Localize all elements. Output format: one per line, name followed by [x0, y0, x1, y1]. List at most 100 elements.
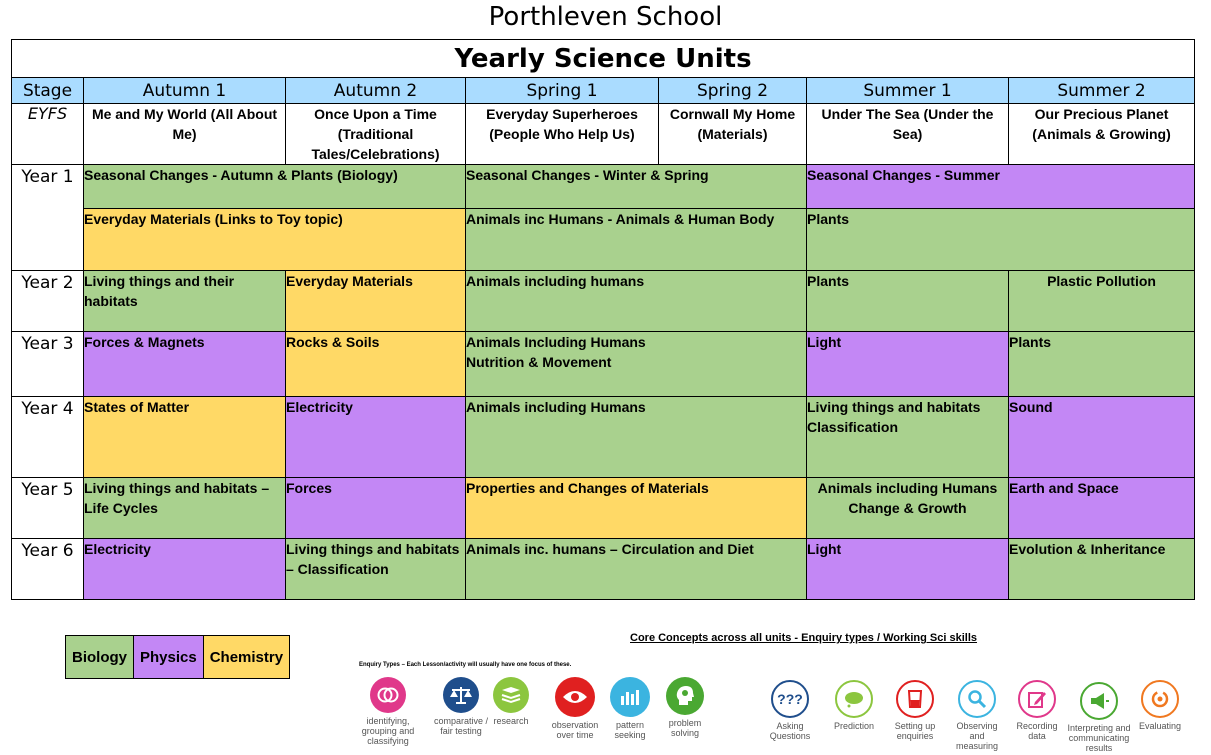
year1-autumn-unit-1: Seasonal Changes - Autumn & Plants (Biol… — [83, 164, 466, 209]
year1-row-1: Year 1 Seasonal Changes - Autumn & Plant… — [11, 164, 1196, 271]
stage-year-3: Year 3 — [11, 331, 84, 397]
year6-spring: Animals inc. humans – Circulation and Di… — [465, 538, 807, 600]
year1-summer-unit-2: Plants — [805, 208, 1196, 271]
enquiry-identifying: identifying, grouping and classifying — [358, 677, 418, 746]
year2-summer-1: Plants — [806, 270, 1009, 332]
head-cog-icon — [666, 677, 704, 715]
header-spring-2: Spring 2 — [658, 77, 807, 104]
year1-summer-unit-1: Seasonal Changes - Summer — [805, 164, 1196, 209]
year4-summer-1: Living things and habitats Classificatio… — [806, 396, 1009, 478]
pencil-icon — [1018, 680, 1056, 718]
eyfs-summer-1: Under The Sea (Under the Sea) — [806, 103, 1009, 165]
eyfs-row: EYFS Me and My World (All About Me) Once… — [11, 103, 1196, 165]
eyfs-autumn-2: Once Upon a Time (Traditional Tales/Cele… — [285, 103, 466, 165]
year2-summer-2: Plastic Pollution — [1007, 270, 1196, 332]
year5-autumn-1: Living things and habitats – Life Cycles — [83, 477, 286, 539]
skill-label: Asking Questions — [769, 721, 811, 741]
skill-observing-measuring: Observing and measuring — [952, 680, 1002, 751]
enquiry-problem-solving: problem solving — [662, 677, 708, 738]
year4-row: Year 4 States of Matter Electricity Anim… — [11, 396, 1196, 478]
yearly-science-units-table: Yearly Science Units Stage Autumn 1 Autu… — [10, 39, 1196, 600]
year5-summer-2: Earth and Space — [1007, 477, 1196, 539]
bar-chart-icon — [610, 677, 650, 717]
year5-autumn-2: Forces — [285, 477, 466, 539]
header-autumn-2: Autumn 2 — [285, 77, 466, 104]
year2-row: Year 2 Living things and their habitats … — [11, 270, 1196, 332]
year6-autumn-2: Living things and habitats – Classificat… — [285, 538, 466, 600]
header-autumn-1: Autumn 1 — [83, 77, 286, 104]
stage-year-6: Year 6 — [11, 538, 84, 600]
eyfs-spring-1: Everyday Superheroes (People Who Help Us… — [465, 103, 659, 165]
header-summer-1: Summer 1 — [806, 77, 1009, 104]
skill-evaluating: Evaluating — [1135, 680, 1185, 731]
year1-row-2: Everyday Materials (Links to Toy topic) … — [12, 208, 1196, 271]
year5-summer-1-line-2: Change & Growth — [848, 500, 967, 516]
enquiry-label: observation over time — [551, 720, 599, 740]
skill-label: Setting up enquiries — [894, 721, 936, 741]
enquiry-label: research — [493, 716, 529, 726]
enquiry-comparative: comparative / fair testing — [428, 677, 494, 736]
skill-recording-data: Recording data — [1014, 680, 1060, 741]
cycle-icon — [1141, 680, 1179, 718]
enquiry-label: pattern seeking — [614, 720, 646, 740]
year3-summer-2: Plants — [1007, 331, 1196, 397]
enquiry-pattern: pattern seeking — [606, 677, 654, 740]
skill-label: Observing and measuring — [955, 721, 999, 751]
year1-autumn-unit-2: Everyday Materials (Links to Toy topic) — [83, 208, 466, 271]
eyfs-spring-2: Cornwall My Home (Materials) — [658, 103, 807, 165]
year3-autumn-2: Rocks & Soils — [285, 331, 466, 397]
header-summer-2: Summer 2 — [1007, 77, 1196, 104]
subject-colour-key: Biology Physics Chemistry — [65, 635, 291, 679]
year1-spring-unit-1: Seasonal Changes - Winter & Spring — [465, 164, 807, 209]
scales-icon — [443, 677, 479, 713]
enquiry-label: identifying, grouping and classifying — [361, 716, 415, 746]
school-title: Porthleven School — [488, 2, 723, 32]
beaker-icon — [896, 680, 934, 718]
enquiry-label: problem solving — [668, 718, 702, 738]
stage-year-5: Year 5 — [11, 477, 84, 539]
year5-summer-1: Animals including Humans Change & Growth — [806, 477, 1009, 539]
enquiry-research: research — [486, 677, 536, 726]
year6-autumn-1: Electricity — [83, 538, 286, 600]
table-title: Yearly Science Units — [10, 39, 1196, 78]
stage-year-2: Year 2 — [11, 270, 84, 332]
year5-summer-1-line-1: Animals including Humans — [817, 480, 998, 496]
year2-autumn-2: Everyday Materials — [285, 270, 466, 332]
skill-setting-up-enquiries: Setting up enquiries — [889, 680, 941, 741]
skill-asking-questions: ??? Asking Questions — [765, 680, 815, 741]
question-icon: ??? — [771, 680, 809, 718]
stage-year-1: Year 1 — [11, 164, 84, 271]
enquiry-types-note: Enquiry Types – Each Lesson/activity wil… — [359, 662, 572, 668]
year6-summer-1: Light — [806, 538, 1009, 600]
header-spring-1: Spring 1 — [465, 77, 659, 104]
header-stage: Stage — [11, 77, 84, 104]
year5-row: Year 5 Living things and habitats – Life… — [11, 477, 1196, 539]
year3-summer-1: Light — [806, 331, 1009, 397]
key-biology: Biology — [65, 635, 134, 679]
year4-autumn-2: Electricity — [285, 396, 466, 478]
year4-autumn-1: States of Matter — [83, 396, 286, 478]
year4-spring: Animals including Humans — [465, 396, 807, 478]
eye-icon — [555, 677, 595, 717]
stage-eyfs: EYFS — [11, 103, 84, 165]
year3-row: Year 3 Forces & Magnets Rocks & Soils An… — [11, 331, 1196, 397]
stage-year-4: Year 4 — [11, 396, 84, 478]
year6-row: Year 6 Electricity Living things and hab… — [11, 538, 1196, 600]
year4-summer-1-line-1: Living things and habitats — [807, 399, 981, 415]
skill-label: Interpreting and communicating results — [1067, 723, 1131, 753]
skill-prediction: Prediction — [830, 680, 878, 731]
eyfs-summer-2: Our Precious Planet (Animals & Growing) — [1007, 103, 1196, 165]
skill-interpreting: Interpreting and communicating results — [1066, 682, 1132, 753]
enquiry-observation: observation over time — [547, 677, 603, 740]
enquiry-label: comparative / fair testing — [433, 716, 489, 736]
megaphone-icon — [1080, 682, 1118, 720]
key-chemistry: Chemistry — [202, 635, 291, 679]
skill-label: Evaluating — [1138, 721, 1182, 731]
year4-summer-2: Sound — [1007, 396, 1196, 478]
skill-label: Recording data — [1016, 721, 1058, 741]
header-row: Stage Autumn 1 Autumn 2 Spring 1 Spring … — [11, 77, 1196, 104]
eyfs-autumn-1: Me and My World (All About Me) — [83, 103, 286, 165]
year3-spring: Animals Including Humans Nutrition & Mov… — [465, 331, 807, 397]
core-concepts-title: Core Concepts across all units - Enquiry… — [630, 632, 978, 644]
year6-summer-2: Evolution & Inheritance — [1007, 538, 1196, 600]
